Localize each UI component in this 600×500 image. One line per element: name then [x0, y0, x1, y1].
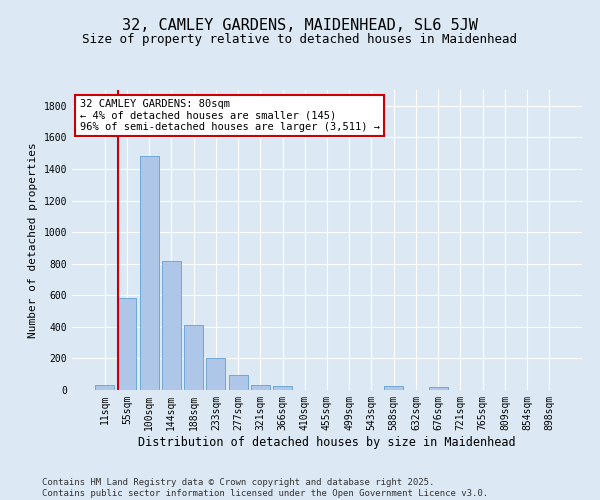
Bar: [118, 298, 136, 390]
Bar: [251, 386, 270, 390]
Text: 32 CAMLEY GARDENS: 80sqm
← 4% of detached houses are smaller (145)
96% of semi-d: 32 CAMLEY GARDENS: 80sqm ← 4% of detache…: [80, 99, 380, 132]
Y-axis label: Number of detached properties: Number of detached properties: [28, 142, 38, 338]
Text: 32, CAMLEY GARDENS, MAIDENHEAD, SL6 5JW: 32, CAMLEY GARDENS, MAIDENHEAD, SL6 5JW: [122, 18, 478, 32]
Bar: [162, 260, 181, 390]
Bar: [206, 358, 225, 390]
Bar: [184, 326, 203, 390]
Bar: [384, 386, 403, 390]
Bar: [273, 386, 292, 390]
Bar: [95, 386, 114, 390]
Bar: [429, 387, 448, 390]
Bar: [140, 156, 158, 390]
Text: Contains HM Land Registry data © Crown copyright and database right 2025.
Contai: Contains HM Land Registry data © Crown c…: [42, 478, 488, 498]
X-axis label: Distribution of detached houses by size in Maidenhead: Distribution of detached houses by size …: [138, 436, 516, 448]
Text: Size of property relative to detached houses in Maidenhead: Size of property relative to detached ho…: [83, 32, 517, 46]
Bar: [229, 375, 248, 390]
